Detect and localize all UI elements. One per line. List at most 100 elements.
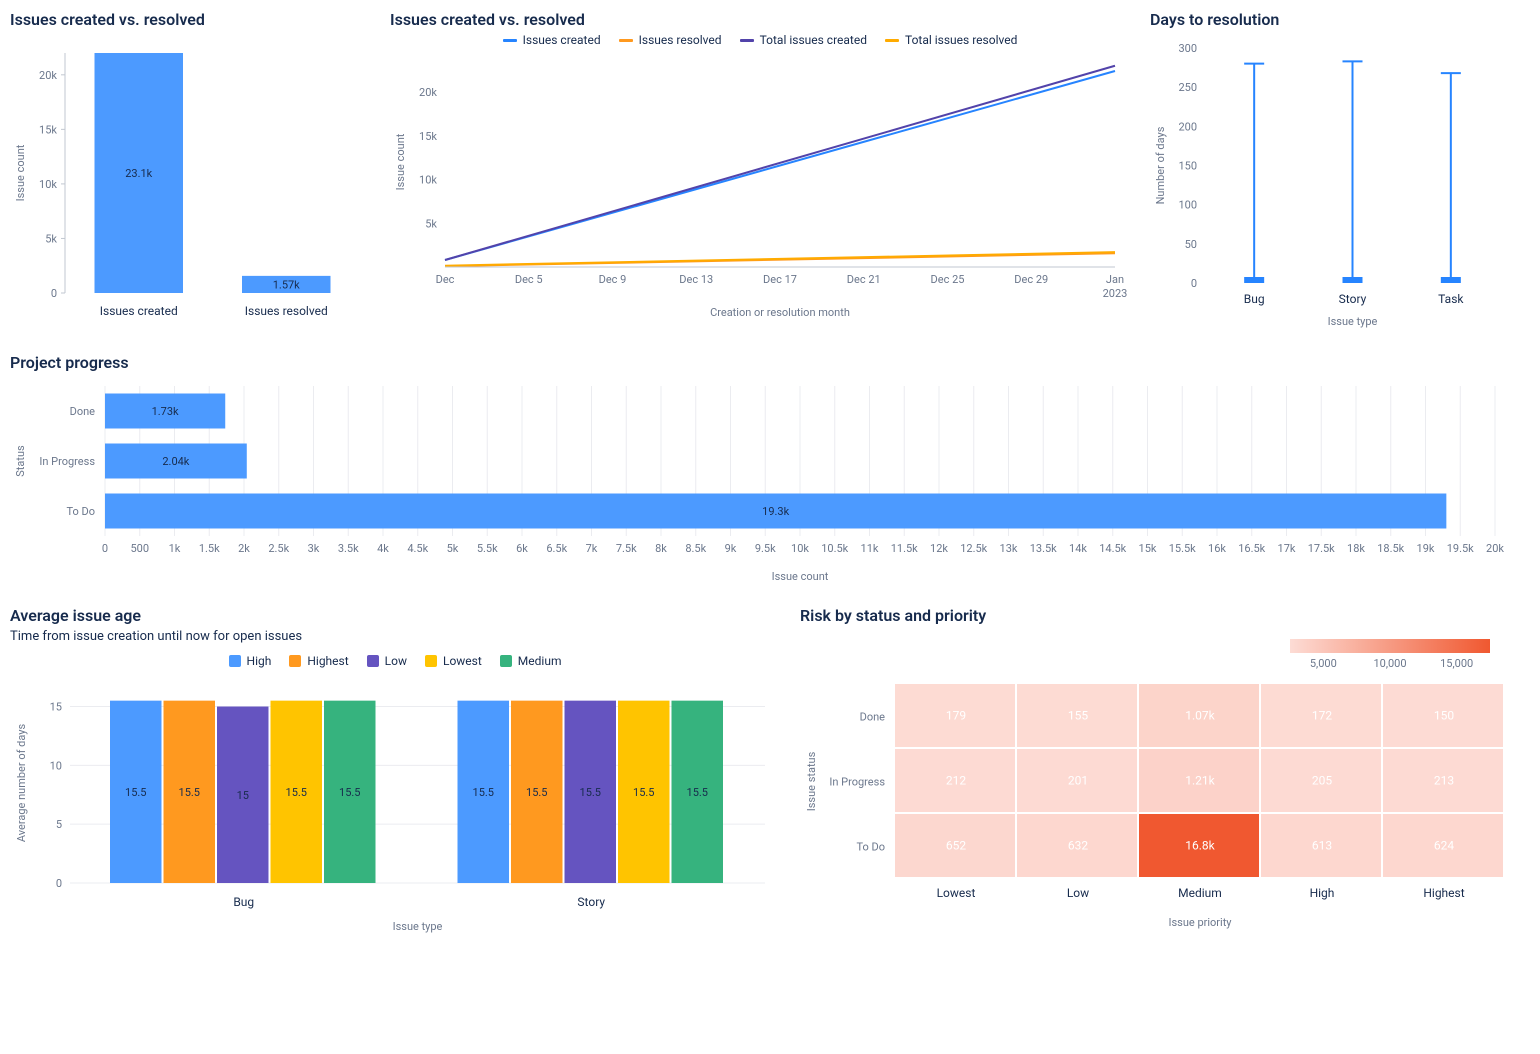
bar-value: 1.57k: [273, 278, 300, 291]
svg-text:0: 0: [56, 877, 62, 890]
svg-text:11.5k: 11.5k: [891, 542, 918, 555]
svg-text:Status: Status: [14, 445, 27, 477]
row-3: Average issue age Time from issue creati…: [10, 606, 1530, 938]
legend-item: High: [229, 654, 272, 668]
legend-label: Total issues resolved: [905, 33, 1017, 47]
svg-text:10k: 10k: [791, 542, 809, 555]
category-label: Issues resolved: [245, 304, 328, 318]
svg-text:15: 15: [50, 701, 62, 714]
svg-text:4k: 4k: [377, 542, 389, 555]
svg-text:15k: 15k: [419, 130, 437, 143]
row-1: Issues created vs. resolved 05k10k15k20k…: [10, 10, 1530, 333]
chart-days-resolution: 050100150200250300Number of daysBugStory…: [1150, 33, 1510, 333]
bar-value: 15.5: [339, 786, 360, 799]
svg-text:Issue count: Issue count: [772, 570, 829, 583]
legend-swatch: [503, 39, 517, 42]
legend-label: Lowest: [443, 654, 482, 668]
chart-legend: HighHighestLowLowestMedium: [10, 654, 780, 668]
svg-text:Dec 21: Dec 21: [847, 273, 881, 286]
legend-item: Total issues resolved: [885, 33, 1017, 47]
col-label: Highest: [1423, 886, 1464, 900]
svg-text:Jan: Jan: [1106, 273, 1124, 286]
svg-text:Dec 17: Dec 17: [763, 273, 797, 286]
legend-label: High: [247, 654, 272, 668]
svg-text:0: 0: [51, 287, 57, 300]
svg-text:2023: 2023: [1103, 287, 1128, 300]
svg-text:1k: 1k: [169, 542, 181, 555]
heat-cell-value: 212: [946, 774, 966, 788]
svg-text:19.5k: 19.5k: [1447, 542, 1474, 555]
svg-text:5.5k: 5.5k: [477, 542, 498, 555]
legend-swatch: [229, 655, 241, 667]
heat-cell-value: 213: [1434, 774, 1454, 788]
svg-text:19k: 19k: [1417, 542, 1435, 555]
svg-text:Dec 29: Dec 29: [1014, 273, 1048, 286]
svg-text:7k: 7k: [586, 542, 598, 555]
category-label: Story: [577, 895, 605, 909]
svg-text:500: 500: [130, 542, 149, 555]
heat-cell-value: 205: [1312, 774, 1332, 788]
svg-text:250: 250: [1178, 81, 1197, 94]
svg-text:150: 150: [1178, 160, 1197, 173]
legend-swatch: [500, 655, 512, 667]
svg-text:10.5k: 10.5k: [821, 542, 848, 555]
col-label: Low: [1067, 886, 1089, 900]
heat-cell-value: 155: [1068, 709, 1088, 723]
heat-cell-value: 16.8k: [1185, 839, 1215, 853]
svg-text:0: 0: [1191, 277, 1197, 290]
panel-created-resolved-bar: Issues created vs. resolved 05k10k15k20k…: [10, 10, 370, 333]
category-label: Issues created: [100, 304, 178, 318]
range-box: [1244, 277, 1264, 283]
bar-value: 15.5: [473, 786, 494, 799]
chart-bar-created-resolved: 05k10k15k20kIssue count23.1kIssues creat…: [10, 33, 370, 333]
heat-cell-value: 150: [1434, 709, 1454, 723]
col-label: Lowest: [937, 886, 976, 900]
panel-avg-issue-age: Average issue age Time from issue creati…: [10, 606, 780, 938]
chart-project-progress: 05001k1.5k2k2.5k3k3.5k4k4.5k5k5.5k6k6.5k…: [10, 376, 1510, 586]
svg-text:6.5k: 6.5k: [546, 542, 567, 555]
panel-project-progress: Project progress 05001k1.5k2k2.5k3k3.5k4…: [10, 353, 1510, 586]
category-label: Done: [70, 405, 96, 418]
legend-tick: 10,000: [1373, 657, 1406, 670]
row-label: To Do: [856, 841, 885, 854]
legend-item: Issues created: [503, 33, 601, 47]
svg-text:20k: 20k: [39, 69, 57, 82]
svg-text:1.5k: 1.5k: [199, 542, 220, 555]
legend-swatch: [885, 39, 899, 42]
svg-text:13.5k: 13.5k: [1030, 542, 1057, 555]
svg-text:7.5k: 7.5k: [616, 542, 637, 555]
bar-value: 15.5: [125, 786, 146, 799]
svg-text:Issue count: Issue count: [394, 133, 407, 190]
svg-text:Issue type: Issue type: [1328, 315, 1378, 328]
range-box: [1343, 277, 1363, 283]
svg-text:0: 0: [102, 542, 108, 555]
svg-text:15.5k: 15.5k: [1169, 542, 1196, 555]
bar-value: 15.5: [526, 786, 547, 799]
chart-risk-heatmap: 5,00010,00015,0001791551.07k172150Done21…: [800, 629, 1520, 934]
heat-cell-value: 172: [1312, 709, 1332, 723]
bar-value: 2.04k: [162, 455, 189, 468]
svg-text:Issue priority: Issue priority: [1168, 916, 1232, 929]
chart-avg-issue-age: 051015Average number of days15.515.51515…: [10, 668, 780, 938]
svg-text:17k: 17k: [1278, 542, 1296, 555]
chart-subtitle: Time from issue creation until now for o…: [10, 629, 780, 644]
legend-label: Low: [385, 654, 407, 668]
heatmap-legend: [1290, 639, 1490, 653]
legend-label: Total issues created: [760, 33, 867, 47]
svg-text:16k: 16k: [1208, 542, 1226, 555]
legend-item: Low: [367, 654, 407, 668]
svg-text:Average number of days: Average number of days: [15, 724, 28, 843]
dashboard: Issues created vs. resolved 05k10k15k20k…: [10, 10, 1530, 938]
bar-value: 1.73k: [152, 405, 179, 418]
svg-text:8k: 8k: [655, 542, 667, 555]
svg-text:300: 300: [1178, 42, 1197, 55]
heat-cell-value: 1.07k: [1185, 709, 1215, 723]
svg-text:6k: 6k: [516, 542, 528, 555]
svg-text:9.5k: 9.5k: [755, 542, 776, 555]
panel-risk-heatmap: Risk by status and priority 5,00010,0001…: [800, 606, 1520, 938]
row-label: Done: [860, 711, 886, 724]
svg-text:18.5k: 18.5k: [1377, 542, 1404, 555]
svg-text:20k: 20k: [1486, 542, 1504, 555]
svg-text:20k: 20k: [419, 86, 437, 99]
chart-title: Issues created vs. resolved: [390, 10, 1130, 29]
